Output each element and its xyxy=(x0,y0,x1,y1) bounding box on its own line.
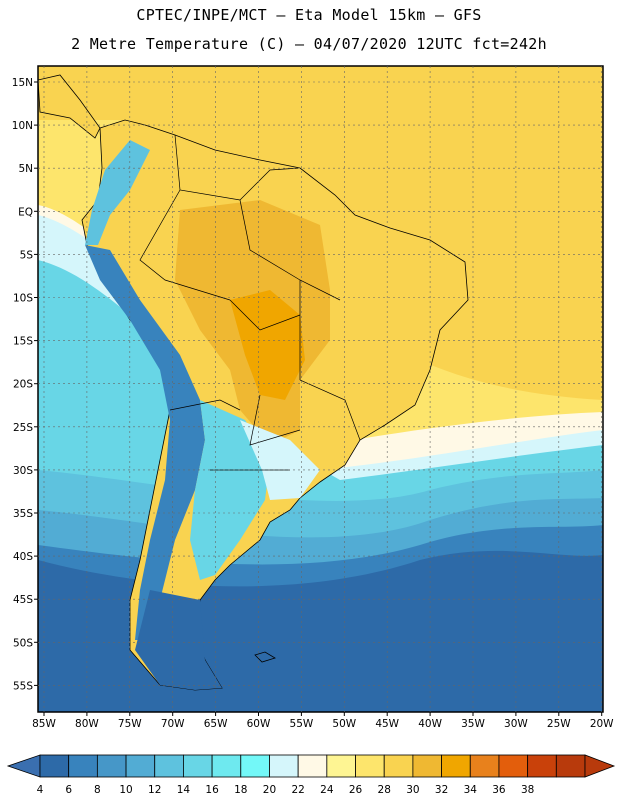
tierra-del-fuego-region xyxy=(135,590,222,690)
map-frame xyxy=(37,65,604,713)
lon-label: 85W xyxy=(32,718,56,730)
colorbar-swatch xyxy=(527,754,557,778)
colorbar: 4 6 8 10 12 14 16 18 20 22 24 26 28 30 32 34 36 38 xyxy=(6,754,616,796)
lat-label: 50S xyxy=(13,637,33,649)
colorbar-swatch xyxy=(355,754,385,778)
colorbar-label: 30 xyxy=(406,784,419,796)
lon-label: 30W xyxy=(504,718,528,730)
lat-label: 20S xyxy=(13,379,33,391)
falkland-islands xyxy=(254,651,276,663)
colorbar-swatch xyxy=(297,754,328,778)
colorbar-label: 16 xyxy=(205,784,219,796)
lon-label: 35W xyxy=(461,718,485,730)
lon-label: 50W xyxy=(332,718,356,730)
colorbar-swatch xyxy=(183,754,213,778)
colorbar-swatch xyxy=(555,754,586,778)
colorbar-swatch xyxy=(469,754,500,778)
lon-label: 55W xyxy=(290,718,314,730)
colorbar-swatch xyxy=(326,754,356,778)
lat-label: 30S xyxy=(13,465,33,477)
colorbar-over-arrow xyxy=(584,754,616,778)
lon-label: 70W xyxy=(161,718,185,730)
colorbar-label: 6 xyxy=(65,784,72,796)
colorbar-swatch xyxy=(125,754,156,778)
colorbar-swatch xyxy=(383,754,414,778)
colorbar-swatch xyxy=(211,754,242,778)
lat-label: EQ xyxy=(18,206,33,218)
colorbar-label: 36 xyxy=(492,784,506,796)
colorbar-label: 32 xyxy=(435,784,448,796)
lon-label: 65W xyxy=(204,718,228,730)
lat-label: 15S xyxy=(13,336,33,348)
graticule xyxy=(34,66,603,716)
colorbar-swatch xyxy=(412,754,442,778)
lat-label: 10N xyxy=(12,120,33,132)
lat-label: 15N xyxy=(12,77,33,89)
title-line-1: CPTEC/INPE/MCT – Eta Model 15km – GFS xyxy=(136,6,482,24)
lat-label: 40S xyxy=(13,551,33,563)
colorbar-label: 18 xyxy=(234,784,247,796)
colorbar-label: 26 xyxy=(349,784,363,796)
colorbar-label: 14 xyxy=(177,784,191,796)
lat-label: 45S xyxy=(13,594,33,606)
title-line-2: 2 Metre Temperature (C) – 04/07/2020 12U… xyxy=(71,35,547,53)
colorbar-swatch xyxy=(39,754,70,778)
colorbar-swatch xyxy=(498,754,529,778)
latitude-labels: 15N 10N 5N EQ 5S 10S 15S 20S 25S 30S 35S 40S 45S 50S 5… xyxy=(12,77,34,692)
lon-label: 20W xyxy=(590,718,614,730)
colorbar-swatch xyxy=(441,754,471,778)
colorbar-label: 12 xyxy=(148,784,161,796)
colorbar-swatch xyxy=(68,754,98,778)
lon-label: 40W xyxy=(418,718,442,730)
colorbar-under-arrow xyxy=(6,754,41,778)
northern-andes xyxy=(85,140,150,245)
colorbar-label: 24 xyxy=(320,784,334,796)
colorbar-label: 4 xyxy=(37,784,44,796)
southern-andes xyxy=(85,245,205,640)
lon-label: 60W xyxy=(247,718,271,730)
lat-label: 5N xyxy=(18,163,33,175)
lon-label: 45W xyxy=(375,718,399,730)
lat-label: 5S xyxy=(20,249,34,261)
colorbar-label: 38 xyxy=(521,784,534,796)
colorbar-label: 8 xyxy=(94,784,101,796)
colorbar-swatch xyxy=(240,754,270,778)
lon-label: 25W xyxy=(547,718,571,730)
central-america-land xyxy=(38,74,101,139)
colorbar-label: 20 xyxy=(263,784,276,796)
interior-hottest-region xyxy=(230,290,305,400)
pampas-mild-region xyxy=(240,420,320,500)
colorbar-label: 28 xyxy=(378,784,391,796)
lat-label: 25S xyxy=(13,422,33,434)
longitude-labels: 85W 80W 75W 70W 65W 60W 55W 50W 45W 40W 35W 30W 25W 2… xyxy=(32,718,614,730)
colorbar-swatch xyxy=(269,754,299,778)
colorbar-swatch xyxy=(154,754,184,778)
lat-label: 35S xyxy=(13,508,33,520)
colorbar-label: 10 xyxy=(119,784,132,796)
colorbar-swatch xyxy=(96,754,127,778)
lon-label: 75W xyxy=(118,718,142,730)
lat-label: 10S xyxy=(13,293,33,305)
lon-label: 80W xyxy=(75,718,99,730)
colorbar-label: 22 xyxy=(291,784,304,796)
lat-label: 55S xyxy=(13,680,33,692)
map-field xyxy=(38,66,603,712)
colorbar-label: 34 xyxy=(464,784,478,796)
